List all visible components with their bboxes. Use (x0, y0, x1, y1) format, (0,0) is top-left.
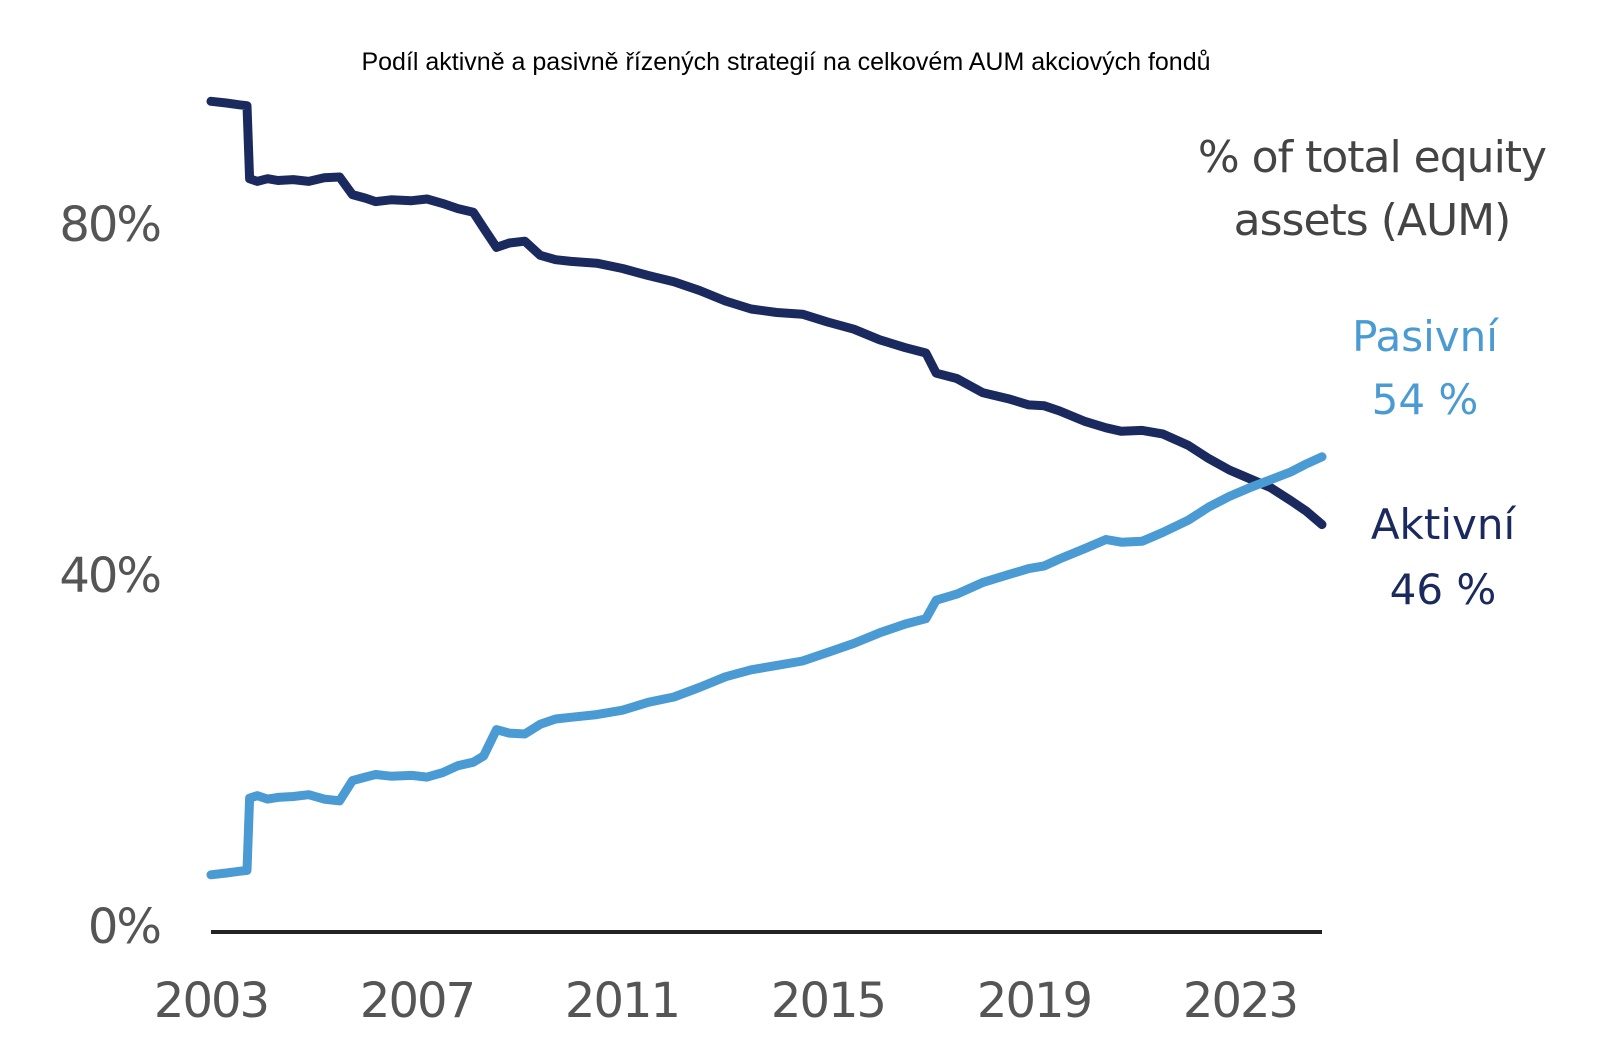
end-label-aktivni-value: 46 % (1390, 565, 1497, 614)
end-label-aktivni: Aktivní 46 % (1371, 500, 1517, 614)
x-tick-label-2023: 2023 (1183, 973, 1297, 1029)
series-line-aktivni (206, 96, 1327, 530)
chart-title: Podíl aktivně a pasivně řízených strateg… (361, 48, 1210, 76)
x-tick-label-2007: 2007 (360, 973, 474, 1029)
x-tick-label-2015: 2015 (771, 973, 885, 1029)
y-axis: 80% 40% 0% (59, 197, 162, 955)
end-label-pasivni-name: Pasivní (1352, 312, 1499, 361)
end-label-pasivni-value: 54 % (1372, 375, 1479, 424)
end-label-pasivni: Pasivní 54 % (1352, 312, 1499, 424)
unit-label-line2: assets (AUM) (1234, 195, 1511, 246)
y-tick-label-80: 80% (59, 197, 160, 253)
unit-label: % of total equity assets (AUM) (1198, 132, 1547, 246)
x-tick-label-2011: 2011 (565, 973, 679, 1029)
y-tick-label-40: 40% (59, 548, 160, 604)
unit-label-line1: % of total equity (1198, 132, 1546, 183)
x-tick-label-2003: 2003 (154, 973, 268, 1029)
series-line-pasivni (206, 452, 1327, 880)
x-tick-label-2019: 2019 (977, 973, 1091, 1029)
y-tick-label-0: 0% (88, 899, 160, 955)
end-label-aktivni-name: Aktivní (1371, 500, 1517, 549)
x-axis: 2003 2007 2011 2015 2019 2023 (154, 973, 1299, 1029)
